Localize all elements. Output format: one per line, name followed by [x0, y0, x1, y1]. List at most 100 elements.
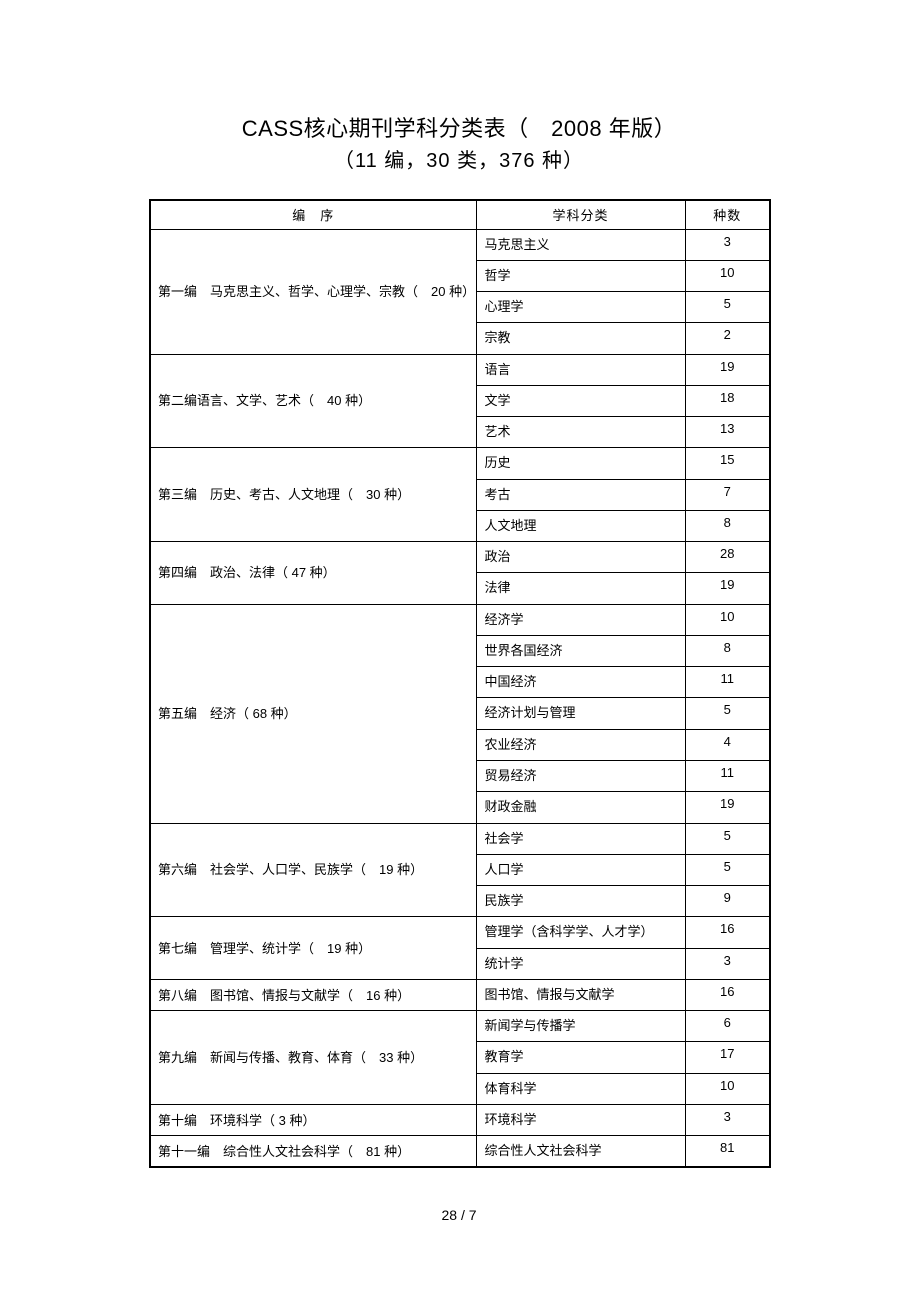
subject-name-cell: 综合性人文社会科学	[475, 1135, 686, 1168]
section-label-cell: 第九编 新闻与传播、教育、体育（ 33 种）	[149, 1010, 477, 1105]
subject-count-cell: 5	[684, 697, 771, 730]
table-row: 法律 19	[150, 572, 771, 605]
subject-name-cell: 马克思主义	[475, 228, 686, 261]
subject-name-cell: 哲学	[475, 259, 686, 293]
subject-count-cell: 19	[684, 572, 771, 605]
subject-name-cell: 农业经济	[475, 728, 686, 762]
table-row: 考古 7	[150, 478, 771, 511]
table-row: 人口学 5	[150, 853, 771, 887]
header-bianxu: 编 序	[149, 199, 477, 230]
subject-count-cell: 28	[684, 541, 771, 574]
subject-count-cell: 2	[684, 322, 771, 355]
subject-count-cell: 3	[684, 1103, 771, 1137]
table-row: 世界各国经济 8	[150, 634, 771, 668]
section-label-cell: 第二编语言、文学、艺术（ 40 种）	[149, 353, 477, 449]
section-label-cell: 第五编 经济（ 68 种）	[149, 603, 477, 824]
table-row: 宗教 2	[150, 322, 771, 355]
document-subtitle: （11 编，30 类，376 种）	[333, 150, 585, 172]
subject-name-cell: 人口学	[475, 853, 686, 887]
table-row: 农业经济 4	[150, 728, 771, 762]
table-row: 第二编语言、文学、艺术（ 40 种） 语言 19	[149, 353, 771, 449]
section-label-cell: 第八编 图书馆、情报与文献学（ 16 种）	[149, 978, 477, 1012]
subject-count-cell: 3	[684, 228, 771, 261]
table-row: 第一编 马克思主义、哲学、心理学、宗教（ 20 种） 马克思主义 3	[149, 228, 771, 355]
table-row: 艺术 13	[150, 416, 771, 449]
subject-count-cell: 10	[684, 1072, 771, 1105]
subject-count-cell: 7	[684, 478, 771, 511]
classification-table: 编 序 学科分类 种数 第一编 马克思主义、哲学、心理学、宗教（ 20 种） 马克…	[149, 199, 771, 1168]
page-number: 28 / 7	[441, 1207, 477, 1223]
table-row: 第十编 环境科学（ 3 种） 环境科学 3	[149, 1103, 771, 1137]
subject-name-cell: 经济计划与管理	[475, 697, 686, 730]
table-row: 哲学 10	[150, 259, 771, 293]
subject-count-cell: 11	[684, 760, 771, 793]
table-row: 第七编 管理学、统计学（ 19 种） 管理学（含科学学、人才学） 16	[149, 916, 771, 980]
section-label-cell: 第六编 社会学、人口学、民族学（ 19 种）	[149, 822, 477, 918]
table-row: 体育科学 10	[150, 1072, 771, 1105]
table-row: 第三编 历史、考古、人文地理（ 30 种） 历史 15	[149, 447, 771, 543]
section-label-cell: 第七编 管理学、统计学（ 19 种）	[149, 916, 477, 980]
subject-name-cell: 统计学	[475, 947, 686, 980]
table-row: 中国经济 11	[150, 666, 771, 699]
subject-name-cell: 中国经济	[475, 666, 686, 699]
document-title: CASS核心期刊学科分类表（ 2008 年版）	[241, 116, 677, 141]
subject-name-cell: 心理学	[475, 291, 686, 324]
subject-count-cell: 5	[684, 822, 771, 855]
subject-count-cell: 8	[684, 634, 771, 668]
section-label-cell: 第十一编 综合性人文社会科学（ 81 种）	[149, 1135, 477, 1168]
section-label-cell: 第十编 环境科学（ 3 种）	[149, 1103, 477, 1137]
subject-name-cell: 历史	[475, 447, 686, 480]
subject-name-cell: 文学	[475, 384, 686, 418]
subject-count-cell: 81	[684, 1135, 771, 1168]
subject-name-cell: 教育学	[475, 1041, 686, 1074]
subject-name-cell: 艺术	[475, 416, 686, 449]
table-body: 第一编 马克思主义、哲学、心理学、宗教（ 20 种） 马克思主义 3 哲学 10 心理学 5…	[149, 228, 771, 1168]
subject-name-cell: 管理学（含科学学、人才学）	[475, 916, 686, 949]
subject-count-cell: 4	[684, 728, 771, 762]
subject-name-cell: 新闻学与传播学	[475, 1010, 686, 1043]
subject-name-cell: 世界各国经济	[475, 634, 686, 668]
table-row: 民族学 9	[150, 885, 771, 918]
subject-count-cell: 10	[684, 259, 771, 293]
subject-count-cell: 15	[684, 447, 771, 480]
subject-name-cell: 政治	[475, 541, 686, 574]
subject-count-cell: 17	[684, 1041, 771, 1074]
subject-count-cell: 16	[684, 978, 771, 1012]
table-row: 第十一编 综合性人文社会科学（ 81 种） 综合性人文社会科学 81	[149, 1135, 771, 1168]
table-row: 人文地理 8	[150, 509, 771, 543]
header-count: 种数	[684, 199, 771, 230]
subject-name-cell: 贸易经济	[475, 760, 686, 793]
subject-name-cell: 经济学	[475, 603, 686, 636]
subject-count-cell: 10	[684, 603, 771, 636]
subject-count-cell: 5	[684, 853, 771, 887]
header-subject: 学科分类	[475, 199, 686, 230]
subject-name-cell: 体育科学	[475, 1072, 686, 1105]
table-row: 文学 18	[150, 384, 771, 418]
table-row: 第八编 图书馆、情报与文献学（ 16 种） 图书馆、情报与文献学 16	[149, 978, 771, 1012]
subject-count-cell: 8	[684, 509, 771, 543]
table-row: 第四编 政治、法律（ 47 种） 政治 28	[149, 541, 771, 605]
section-label-cell: 第三编 历史、考古、人文地理（ 30 种）	[149, 447, 477, 543]
subject-count-cell: 6	[684, 1010, 771, 1043]
subject-count-cell: 3	[684, 947, 771, 980]
subject-name-cell: 语言	[475, 353, 686, 386]
subject-count-cell: 9	[684, 885, 771, 918]
subject-name-cell: 图书馆、情报与文献学	[475, 978, 686, 1012]
subject-name-cell: 民族学	[475, 885, 686, 918]
table-row: 贸易经济 11	[150, 760, 771, 793]
subject-count-cell: 19	[684, 791, 771, 824]
table-row: 财政金融 19	[150, 791, 771, 824]
table-row: 统计学 3	[150, 947, 771, 980]
section-label-cell: 第四编 政治、法律（ 47 种）	[149, 541, 477, 605]
subject-name-cell: 社会学	[475, 822, 686, 855]
subject-count-cell: 5	[684, 291, 771, 324]
table-row: 第六编 社会学、人口学、民族学（ 19 种） 社会学 5	[149, 822, 771, 918]
table-row: 第九编 新闻与传播、教育、体育（ 33 种） 新闻学与传播学 6	[149, 1010, 771, 1105]
subject-name-cell: 环境科学	[475, 1103, 686, 1137]
subject-count-cell: 13	[684, 416, 771, 449]
subject-name-cell: 法律	[475, 572, 686, 605]
subject-name-cell: 财政金融	[475, 791, 686, 824]
subject-count-cell: 11	[684, 666, 771, 699]
subject-count-cell: 16	[684, 916, 771, 949]
